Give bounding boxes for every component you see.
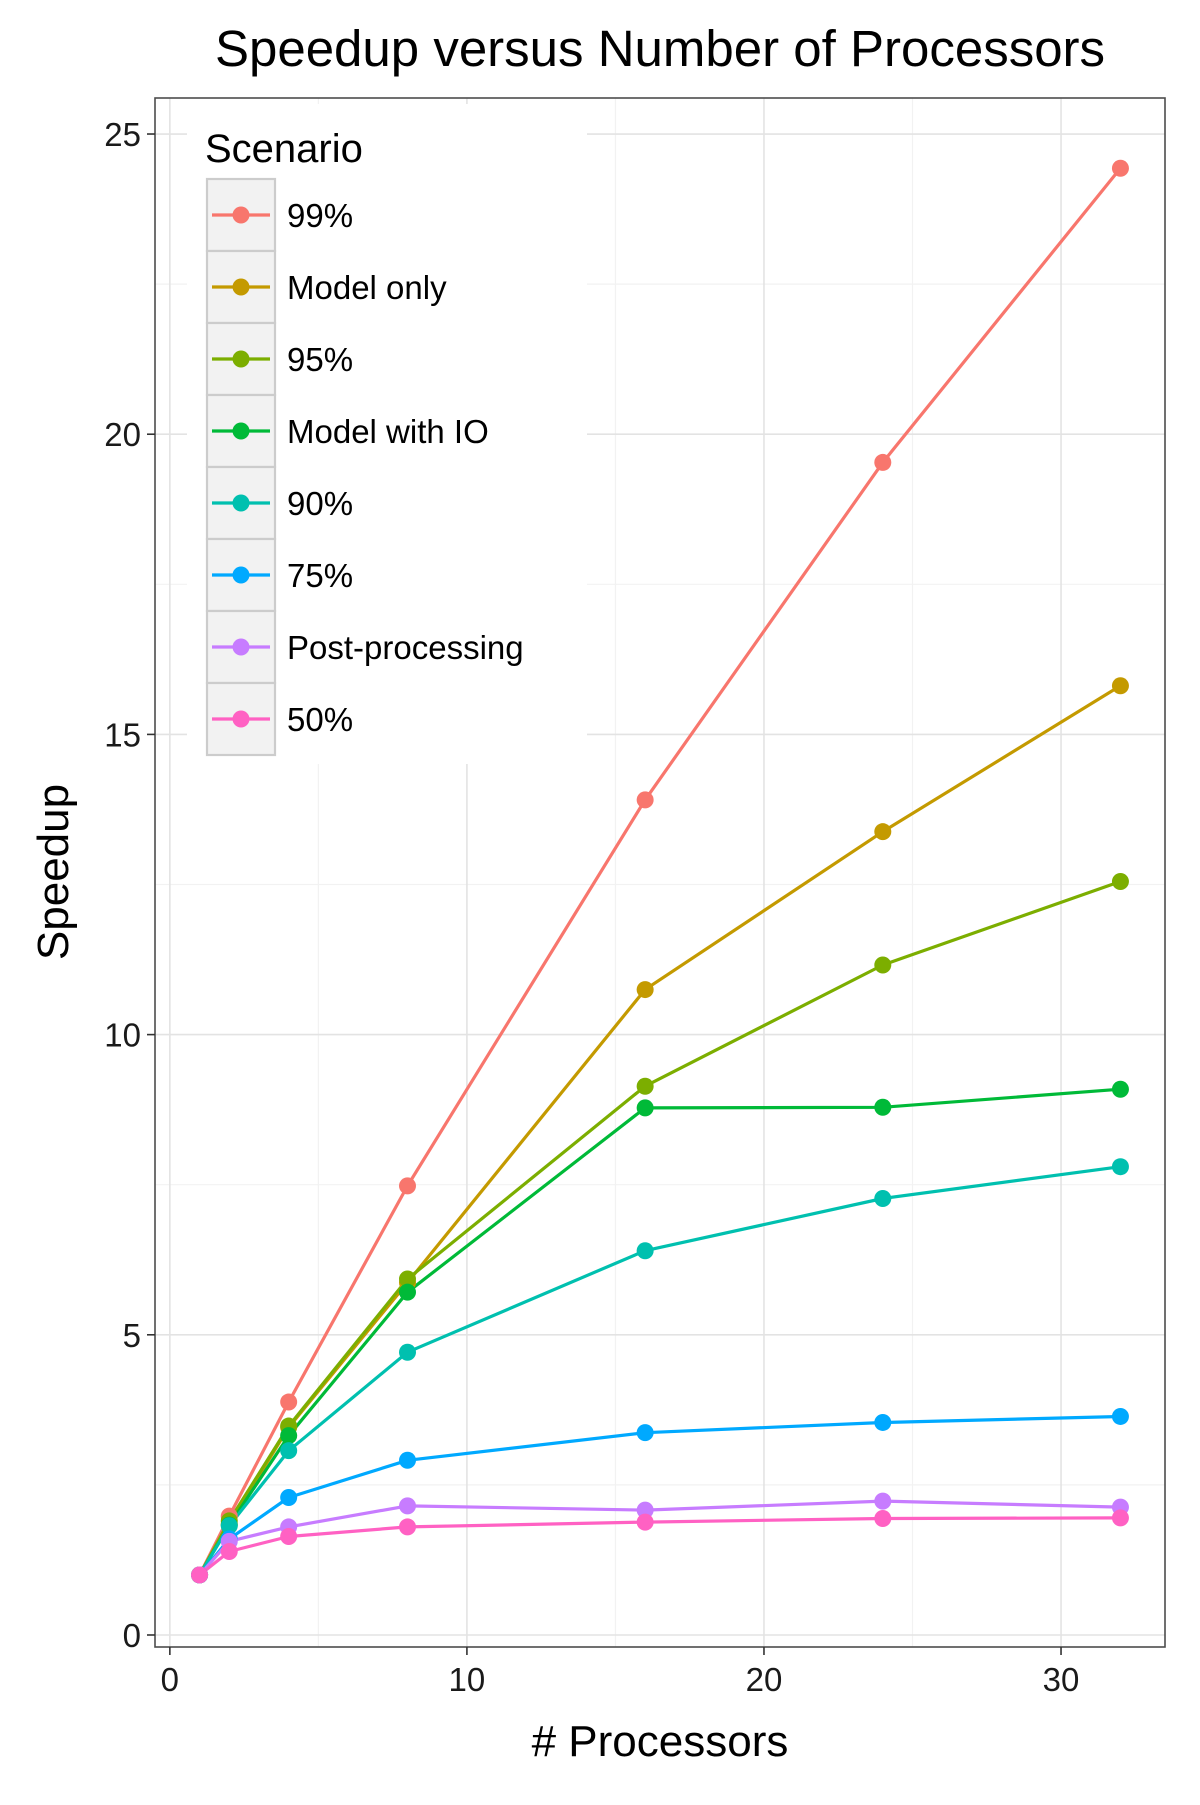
data-point-50pct	[191, 1566, 209, 1584]
data-point-90pct	[1111, 1158, 1129, 1176]
series-points	[191, 159, 1129, 1584]
y-tick-label: 15	[104, 716, 141, 753]
y-tick-label: 10	[104, 1017, 141, 1054]
data-point-model-only	[874, 823, 892, 841]
y-tick-label: 0	[123, 1617, 141, 1654]
data-point-post-processing	[636, 1501, 654, 1519]
legend-key-point	[232, 566, 250, 584]
data-point-99pct	[1111, 159, 1129, 177]
legend-key-point	[232, 422, 250, 440]
data-point-50pct	[874, 1510, 892, 1528]
data-point-model-only	[1111, 677, 1129, 695]
legend-key-point	[232, 206, 250, 224]
y-axis-label: Speedup	[29, 784, 78, 960]
data-point-model-only	[636, 981, 654, 999]
legend-title: Scenario	[205, 127, 363, 171]
data-point-75pct	[636, 1424, 654, 1442]
data-point-75pct	[399, 1451, 416, 1469]
legend-key-point	[232, 494, 250, 512]
data-point-model-with-io	[636, 1099, 654, 1117]
legend: Scenario 99% Model only 95% Model with IO 90…	[187, 104, 587, 764]
y-tick-label: 25	[104, 116, 141, 153]
legend-label: Model with IO	[287, 413, 489, 450]
data-point-model-with-io	[399, 1283, 416, 1301]
legend-label: 50%	[287, 701, 353, 738]
data-point-model-with-io	[874, 1098, 892, 1116]
data-point-95pct	[399, 1270, 416, 1288]
legend-label: 90%	[287, 485, 353, 522]
legend-label: Model only	[287, 269, 447, 306]
data-point-90pct	[280, 1442, 298, 1460]
data-point-95pct	[874, 956, 892, 974]
data-point-99pct	[874, 453, 892, 471]
x-tick-label: 0	[161, 1661, 179, 1698]
data-point-99pct	[280, 1393, 298, 1411]
data-point-post-processing	[874, 1492, 892, 1510]
data-point-99pct	[399, 1177, 416, 1195]
x-tick-label: 20	[746, 1661, 783, 1698]
data-point-model-with-io	[1111, 1080, 1129, 1098]
legend-label: 95%	[287, 341, 353, 378]
data-point-50pct	[1111, 1509, 1129, 1527]
data-point-post-processing	[399, 1497, 416, 1515]
data-point-95pct	[1111, 873, 1129, 891]
data-point-75pct	[280, 1489, 298, 1507]
chart-title: Speedup versus Number of Processors	[215, 20, 1105, 77]
legend-key-point	[232, 278, 250, 296]
data-point-90pct	[399, 1343, 416, 1361]
legend-key-point	[232, 350, 250, 368]
data-point-99pct	[636, 791, 654, 809]
data-point-90pct	[220, 1517, 238, 1535]
legend-label: 75%	[287, 557, 353, 594]
data-point-75pct	[1111, 1407, 1129, 1425]
legend-label: Post-processing	[287, 629, 524, 666]
data-point-50pct	[280, 1528, 298, 1546]
data-point-95pct	[636, 1077, 654, 1095]
data-point-50pct	[399, 1518, 416, 1536]
x-axis-label: # Processors	[532, 1717, 789, 1766]
y-tick-label: 20	[104, 416, 141, 453]
x-tick-label: 30	[1043, 1661, 1080, 1698]
legend-label: 99%	[287, 197, 353, 234]
data-point-75pct	[874, 1413, 892, 1431]
data-point-50pct	[220, 1543, 238, 1561]
x-tick-label: 10	[449, 1661, 486, 1698]
legend-key-point	[232, 710, 250, 728]
x-axis-ticks: 0 10 20 30	[161, 1647, 1080, 1698]
legend-key-point	[232, 638, 250, 656]
y-tick-label: 5	[123, 1317, 141, 1354]
y-axis-ticks: 0 5 10 15 20 25	[104, 116, 155, 1654]
plot-panel-border	[154, 97, 1166, 1648]
legend-items: 99% Model only 95% Model with IO 90% 75% Post-…	[205, 177, 524, 757]
data-point-model-with-io	[280, 1427, 298, 1445]
data-point-90pct	[874, 1190, 892, 1208]
data-point-90pct	[636, 1242, 654, 1260]
data-point-50pct	[636, 1513, 654, 1531]
